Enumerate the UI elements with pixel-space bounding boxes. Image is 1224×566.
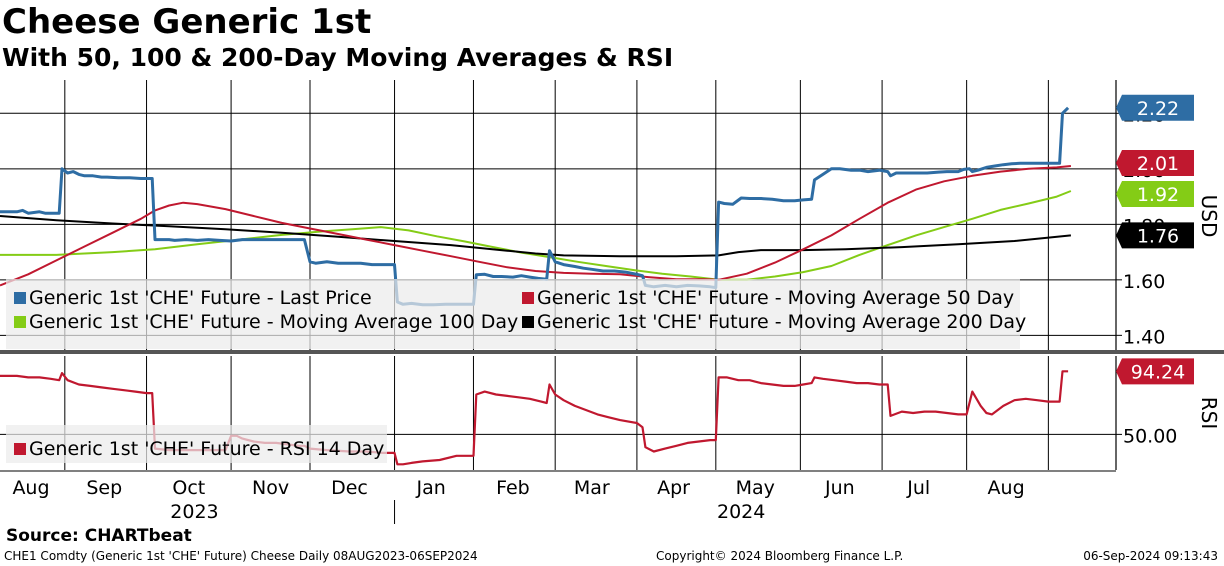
price-axis-title: USD <box>1197 195 1221 238</box>
x-tick-label: Oct <box>172 477 205 499</box>
last-value-tag-bg-rsi <box>1116 358 1194 385</box>
x-tick-label: Sep <box>86 477 122 499</box>
rsi-axis-title: RSI <box>1197 397 1221 430</box>
last-value-tag-label-ma100: 1.92 <box>1137 184 1179 206</box>
last-value-tag-label-ma50: 2.01 <box>1137 153 1179 175</box>
x-tick-label: Dec <box>331 477 368 499</box>
last-value-tag-label-price: 2.22 <box>1137 98 1179 120</box>
last-value-tag-price: 2.22 <box>1116 94 1194 121</box>
last-value-tag-bg-ma50 <box>1116 150 1194 177</box>
rsi-legend: Generic 1st 'CHE' Future - RSI 14 Day <box>6 425 387 463</box>
last-value-tag-ma50: 2.01 <box>1116 150 1194 177</box>
x-tick-label: Apr <box>657 477 690 499</box>
x-tick-label: Aug <box>12 477 49 499</box>
x-tick-label: Mar <box>574 477 610 499</box>
x-tick-label: Nov <box>252 477 289 499</box>
legend-label-ma100: Generic 1st 'CHE' Future - Moving Averag… <box>29 311 518 333</box>
x-tick-label: Jan <box>416 477 446 499</box>
last-value-tag-label-rsi: 94.24 <box>1131 361 1185 383</box>
legend-swatch-price <box>14 292 26 304</box>
x-tick-label: Jun <box>824 477 855 499</box>
panel-divider <box>0 350 1224 354</box>
price-legend: Generic 1st 'CHE' Future - Last Price Gen… <box>6 279 1026 349</box>
series-line-ma100 <box>0 190 1072 281</box>
source-label: Source: CHARTbeat <box>6 526 192 546</box>
legend-label-rsi: Generic 1st 'CHE' Future - RSI 14 Day <box>29 438 384 460</box>
legend-label-ma200: Generic 1st 'CHE' Future - Moving Averag… <box>537 311 1026 333</box>
timestamp: 06-Sep-2024 09:13:43 <box>1083 549 1218 563</box>
rsi-legend-background <box>6 425 387 463</box>
rsi-y-tick-label: 50.00 <box>1123 425 1177 447</box>
copyright: Copyright© 2024 Bloomberg Finance L.P. <box>656 549 904 563</box>
legend-label-ma50: Generic 1st 'CHE' Future - Moving Averag… <box>537 287 1014 309</box>
price-y-tick-label: 1.40 <box>1123 326 1165 348</box>
x-tick-label: Jul <box>906 477 930 499</box>
price-legend-background <box>6 279 1020 349</box>
chart-subtitle: With 50, 100 & 200-Day Moving Averages &… <box>2 43 674 72</box>
last-value-tag-bg-ma100 <box>1116 181 1194 208</box>
x-tick-label: Aug <box>988 477 1025 499</box>
legend-swatch-ma50 <box>522 292 534 304</box>
legend-label-price: Generic 1st 'CHE' Future - Last Price <box>29 287 372 309</box>
x-year-label: 2024 <box>717 501 765 523</box>
series-line-ma50 <box>0 165 1071 287</box>
x-tick-label: Feb <box>496 477 530 499</box>
x-tick-label: May <box>736 477 775 499</box>
last-value-tag-bg-price <box>1116 94 1194 121</box>
legend-swatch-ma100 <box>14 316 26 328</box>
x-year-label: 2023 <box>170 501 218 523</box>
last-value-tag-ma200: 1.76 <box>1116 222 1194 249</box>
legend-swatch-ma200 <box>522 316 534 328</box>
last-value-tag-label-ma200: 1.76 <box>1137 225 1179 247</box>
ticker-info: CHE1 Comdty (Generic 1st 'CHE' Future) C… <box>4 549 478 563</box>
last-value-tag-ma100: 1.92 <box>1116 181 1194 208</box>
legend-swatch-rsi <box>14 443 26 455</box>
last-value-tag-bg-ma200 <box>1116 222 1194 249</box>
series-line-price <box>0 106 1070 307</box>
price-y-tick-label: 1.60 <box>1123 271 1165 293</box>
series-line-ma200 <box>0 215 1071 258</box>
last-value-tag-rsi: 94.24 <box>1116 358 1194 385</box>
chart-title: Cheese Generic 1st <box>2 2 372 42</box>
